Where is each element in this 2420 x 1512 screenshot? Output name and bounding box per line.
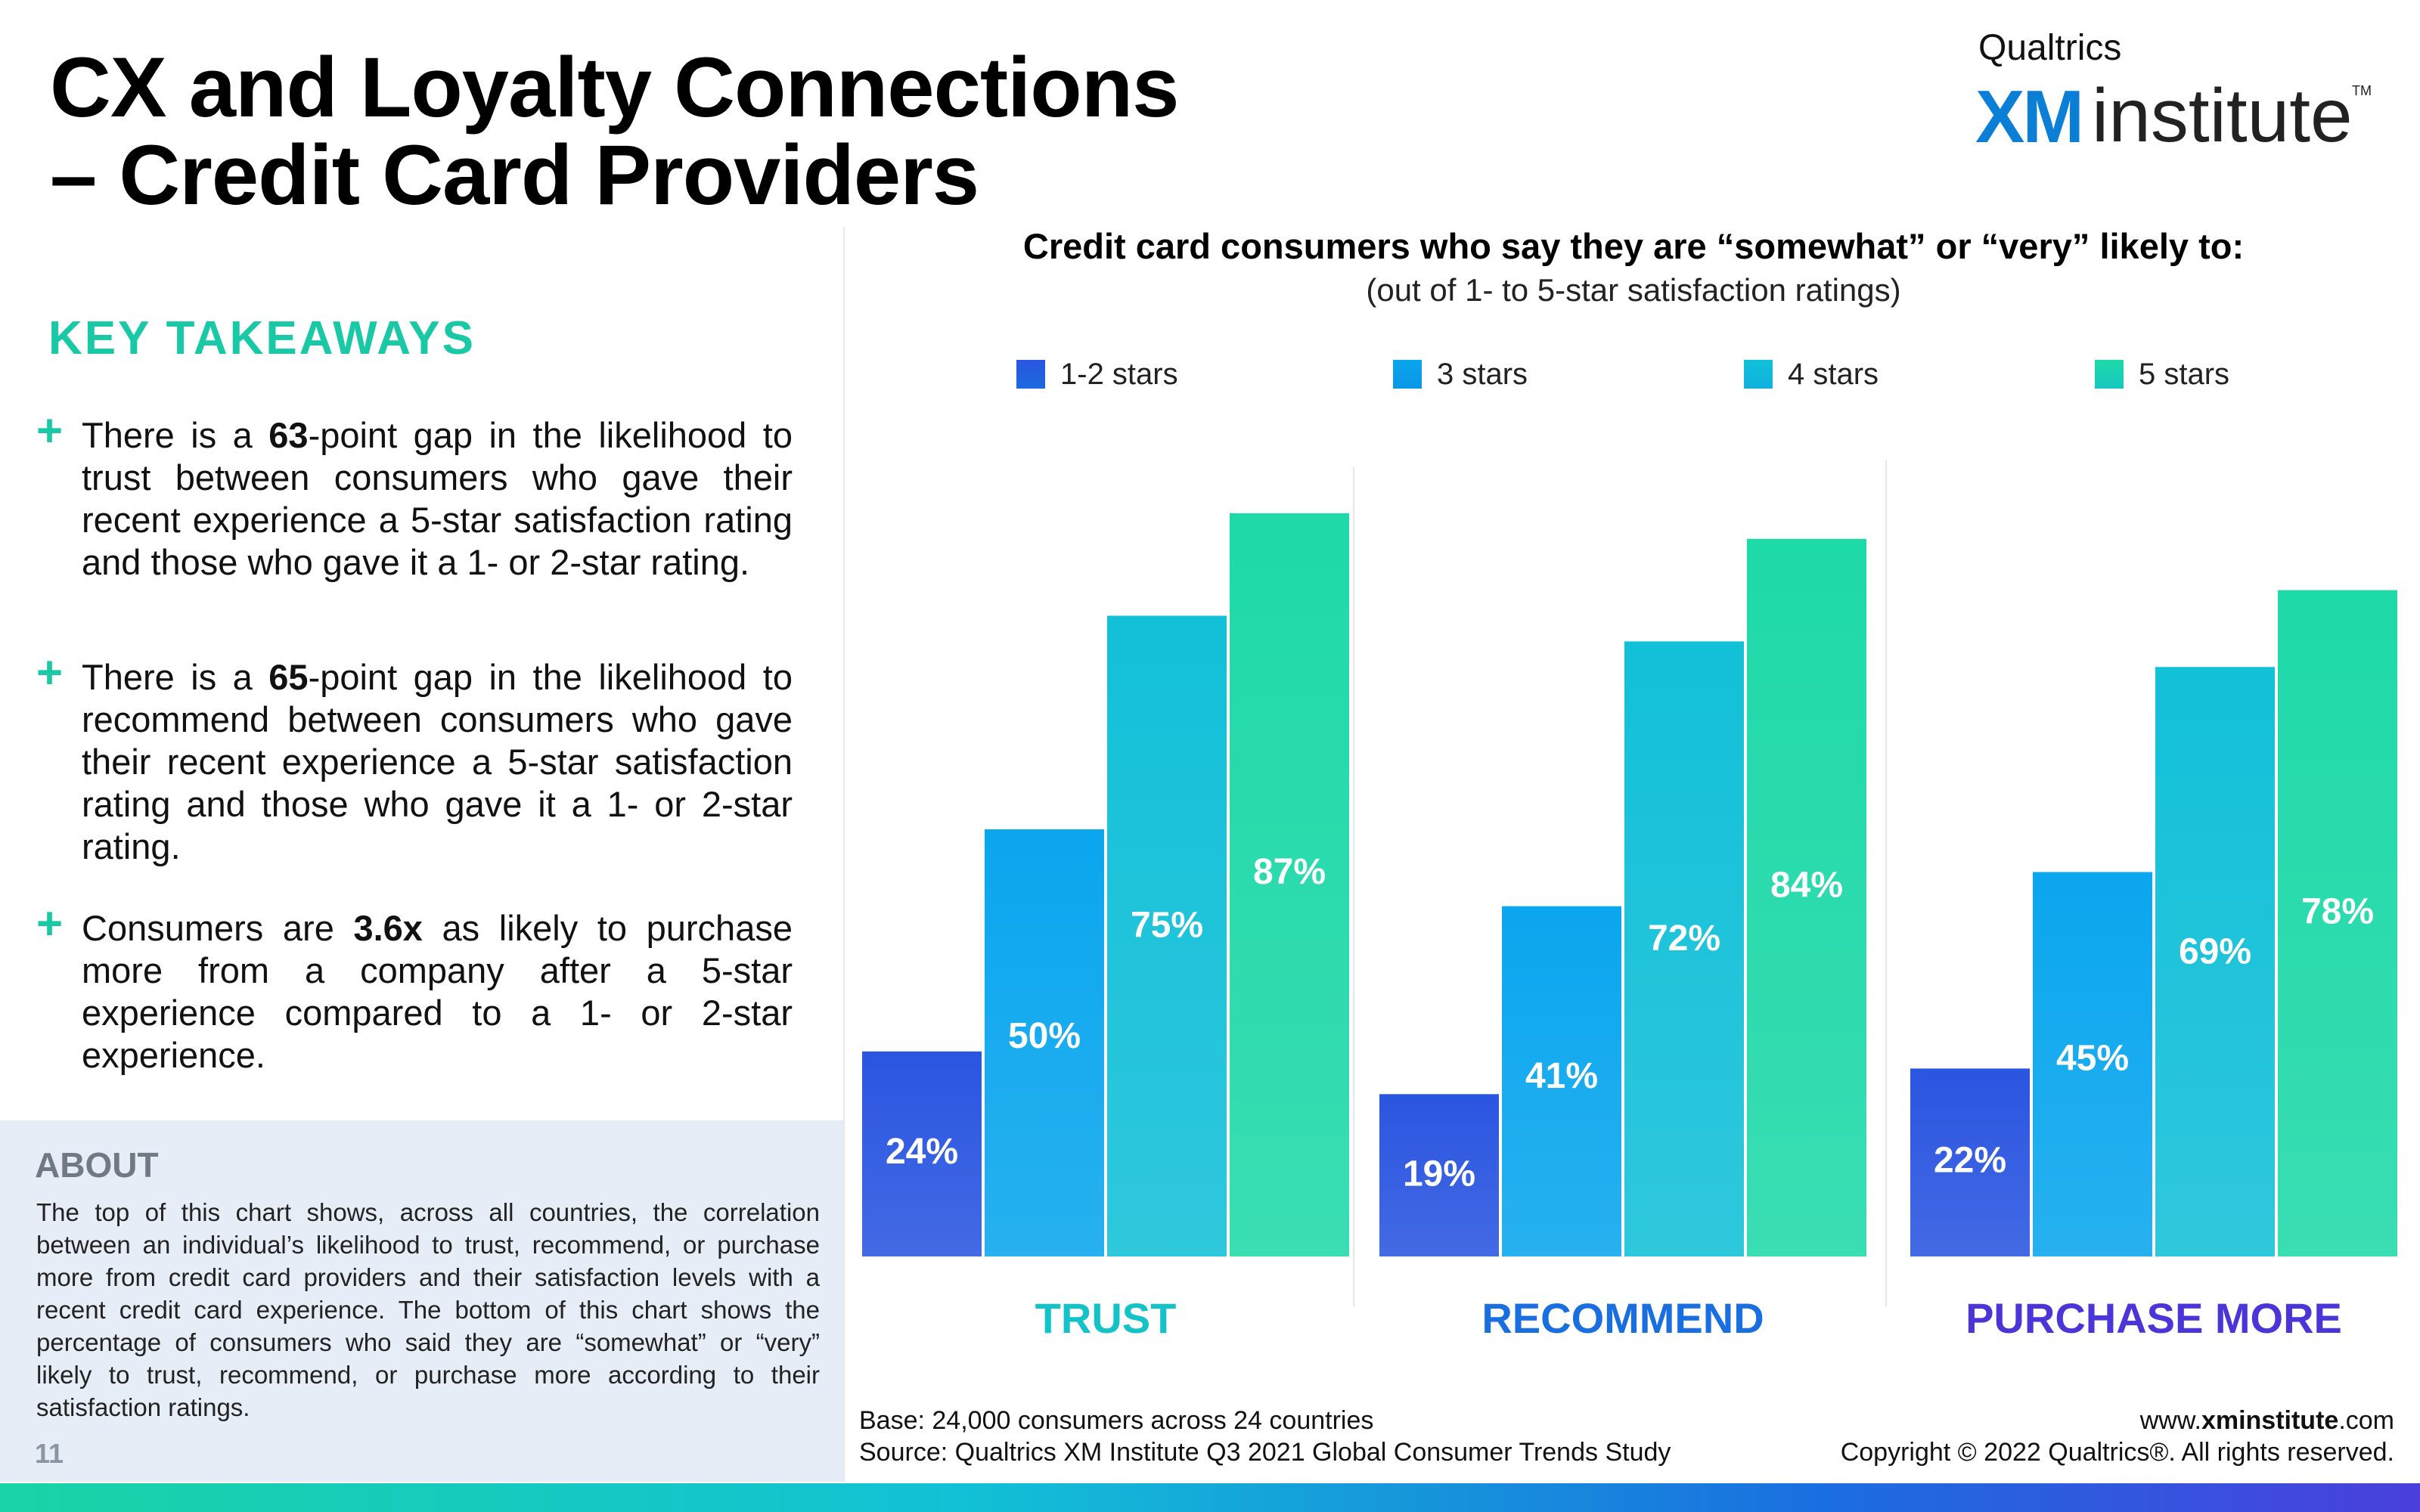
page-title: CX and Loyalty Connections – Credit Card… <box>50 44 1230 219</box>
data-label-recommend-3-stars: 41% <box>1525 1056 1598 1096</box>
legend-label: 4 stars <box>1788 357 1879 391</box>
takeaway-item-2: + There is a 65-point gap in the likelih… <box>36 650 793 868</box>
logo-qualtrics-text: Qualtrics <box>1978 28 2122 68</box>
data-label-recommend-5-stars: 84% <box>1770 865 1843 905</box>
data-label-trust-1-2-stars: 24% <box>886 1132 958 1172</box>
logo-trademark: TM <box>2352 83 2372 98</box>
takeaway-text-1: There is a 63-point gap in the likelihoo… <box>82 415 793 582</box>
footer-base: Base: 24,000 consumers across 24 countri… <box>859 1406 1374 1435</box>
legend-label: 3 stars <box>1437 357 1528 391</box>
legend-swatch <box>1744 360 1773 389</box>
key-takeaways-heading: KEY TAKEAWAYS <box>48 312 476 364</box>
bottom-gradient-bar <box>0 1483 2420 1512</box>
data-label-purchase-more-4-stars: 69% <box>2179 932 2251 972</box>
data-label-recommend-1-2-stars: 19% <box>1403 1154 1475 1194</box>
bar-trust-5-stars <box>1230 513 1349 1256</box>
about-panel: ABOUT The top of this chart shows, acros… <box>0 1120 843 1482</box>
data-label-trust-5-stars: 87% <box>1253 852 1326 892</box>
footer-source-line: Source: Qualtrics XM Institute Q3 2021 G… <box>859 1438 1671 1467</box>
bar-recommend-4-stars <box>1624 641 1744 1256</box>
bar-purchase-more-5-stars <box>2278 590 2397 1256</box>
chart-title: Credit card consumers who say they are “… <box>1022 226 2245 266</box>
category-label-recommend: RECOMMEND <box>1481 1294 1764 1342</box>
data-label-recommend-4-stars: 72% <box>1648 919 1720 959</box>
footer-url[interactable]: www.xminstitute.com <box>2139 1406 2394 1435</box>
plus-icon: + <box>36 405 64 456</box>
logo-institute-text: institute <box>2092 73 2353 158</box>
bar-trust-4-stars <box>1107 615 1227 1256</box>
logo-xm-text: XM <box>1975 75 2084 158</box>
title-line-1: CX and Loyalty Connections <box>50 40 1179 135</box>
legend-item-5-stars: 5 stars <box>2095 355 2229 393</box>
takeaway-item-1: + There is a 63-point gap in the likelih… <box>36 408 793 584</box>
legend-swatch <box>1016 360 1045 389</box>
data-label-purchase-more-3-stars: 45% <box>2056 1039 2129 1079</box>
bar-purchase-more-1-2-stars <box>1910 1068 2030 1256</box>
title-line-2: – Credit Card Providers <box>50 128 979 222</box>
legend-swatch <box>2095 360 2124 389</box>
footer-source: Base: 24,000 consumers across 24 countri… <box>859 1405 1671 1468</box>
data-label-purchase-more-5-stars: 78% <box>2301 892 2374 932</box>
page-number: 11 <box>35 1438 64 1469</box>
bar-trust-1-2-stars <box>862 1051 982 1256</box>
legend-item-4-stars: 4 stars <box>1744 355 1879 393</box>
legend-item-1-2-stars: 1-2 stars <box>1016 355 1178 393</box>
takeaway-text-3: Consumers are 3.6x as likely to purchase… <box>82 908 793 1075</box>
bar-purchase-more-3-stars <box>2033 872 2152 1256</box>
category-label-purchase-more: PURCHASE MORE <box>1965 1294 2342 1342</box>
column-divider <box>843 227 845 1482</box>
chart-subtitle: (out of 1- to 5-star satisfaction rating… <box>1366 272 1901 308</box>
qualtrics-xm-institute-logo: Qualtrics XM institute TM <box>1974 27 2372 158</box>
bar-purchase-more-4-stars <box>2155 667 2275 1256</box>
footer-copyright: www.xminstitute.com Copyright © 2022 Qua… <box>1841 1405 2394 1468</box>
legend-label: 5 stars <box>2139 357 2230 391</box>
data-label-trust-4-stars: 75% <box>1131 905 1203 945</box>
footer-copyright-text: Copyright © 2022 Qualtrics®. All rights … <box>1840 1438 2394 1467</box>
about-heading: ABOUT <box>35 1145 159 1185</box>
legend-label: 1-2 stars <box>1060 357 1178 391</box>
takeaway-item-3: + Consumers are 3.6x as likely to purcha… <box>36 901 793 1077</box>
bar-recommend-5-stars <box>1747 538 1866 1256</box>
legend-swatch <box>1393 360 1422 389</box>
legend-item-3-stars: 3 stars <box>1393 355 1528 393</box>
data-label-trust-3-stars: 50% <box>1008 1016 1081 1056</box>
plus-icon: + <box>36 898 64 949</box>
bar-trust-3-stars <box>985 829 1104 1256</box>
data-label-purchase-more-1-2-stars: 22% <box>1934 1141 2006 1181</box>
about-text: The top of this chart shows, across all … <box>36 1198 820 1421</box>
plus-icon: + <box>36 647 64 698</box>
takeaway-text-2: There is a 65-point gap in the likelihoo… <box>82 657 793 866</box>
bar-recommend-1-2-stars <box>1379 1094 1499 1256</box>
category-label-trust: TRUST <box>1035 1294 1177 1342</box>
bar-recommend-3-stars <box>1502 906 1621 1256</box>
